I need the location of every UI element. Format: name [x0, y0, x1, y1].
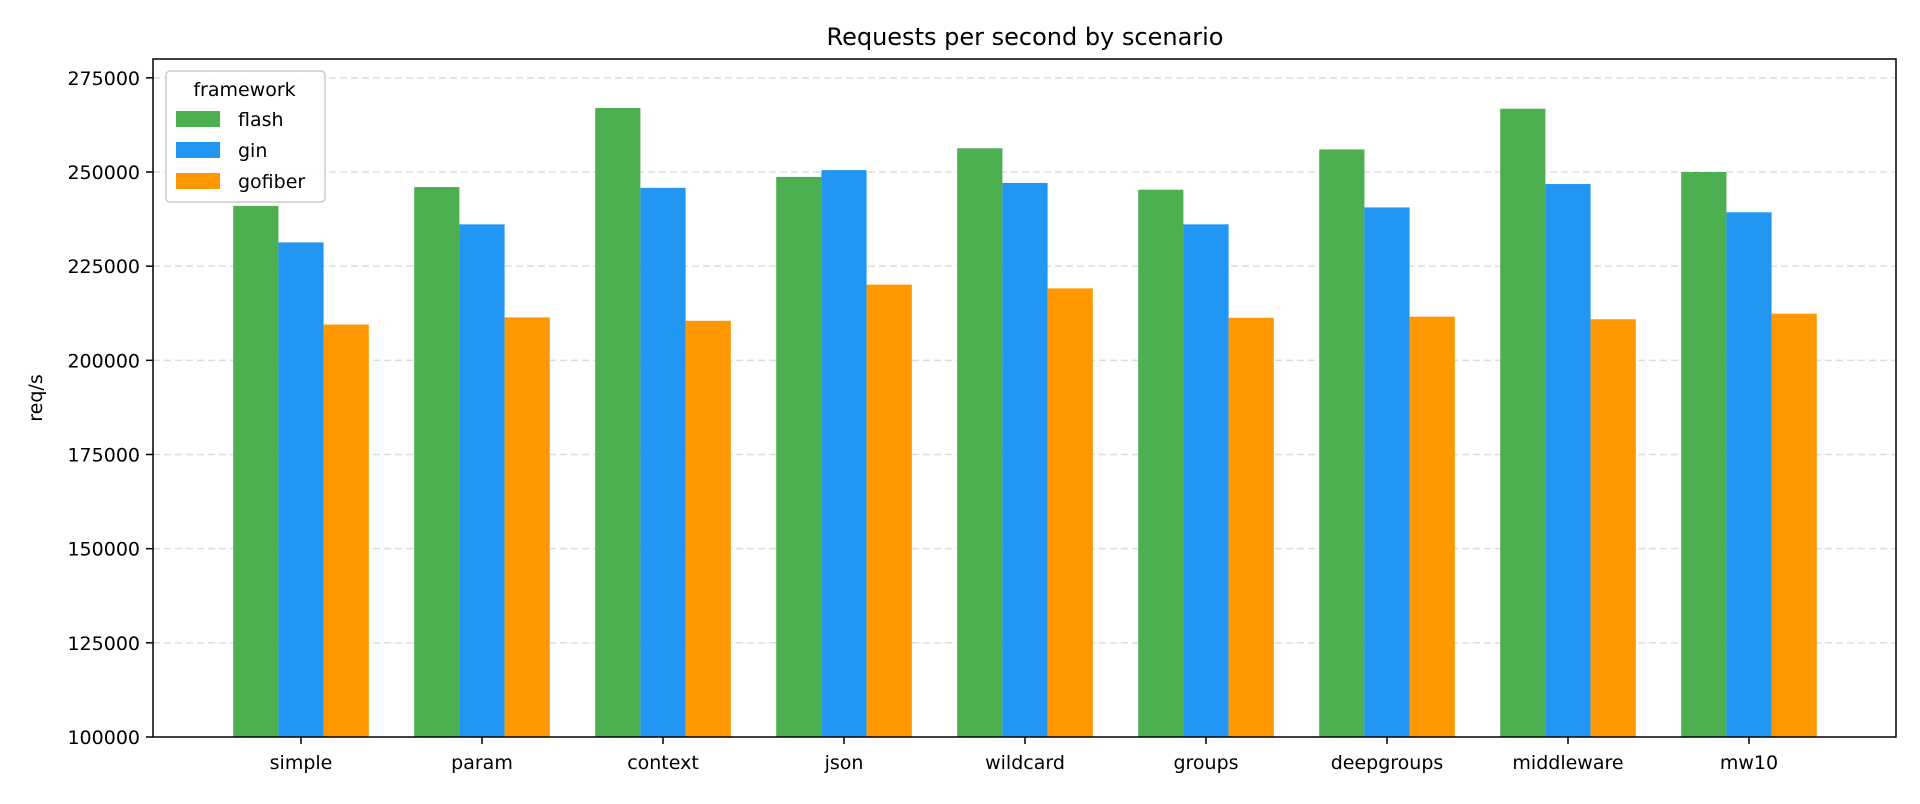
y-tick-label: 275000 [67, 68, 140, 90]
legend-swatch-flash [176, 111, 220, 127]
bar-gofiber-deepgroups [1409, 316, 1455, 737]
bar-gin-param [459, 224, 505, 737]
bar-gin-deepgroups [1364, 207, 1410, 737]
bar-flash-groups [1138, 189, 1184, 737]
y-tick-label: 150000 [67, 539, 140, 561]
y-axis: 100000 125000 150000 175000 200000 225000 2500… [67, 68, 153, 749]
bar-gofiber-json [866, 284, 912, 737]
bars-group [233, 107, 1817, 738]
x-tick-label: context [627, 752, 699, 774]
bar-flash-json [776, 176, 822, 737]
legend-label-flash: flash [238, 109, 284, 131]
legend-label-gofiber: gofiber [238, 171, 305, 193]
bar-gofiber-simple [323, 324, 369, 737]
bar-gin-mw10 [1726, 212, 1772, 737]
bar-gin-wildcard [1002, 182, 1048, 737]
y-tick-label: 125000 [67, 633, 140, 655]
bar-flash-deepgroups [1319, 149, 1365, 737]
bar-gofiber-groups [1228, 317, 1274, 737]
legend-items: flash gin gofiber [176, 109, 305, 193]
bar-gin-context [640, 187, 686, 737]
x-tick-label: deepgroups [1331, 752, 1444, 774]
bar-gin-middleware [1545, 184, 1591, 737]
legend: framework flash gin gofiber [165, 70, 326, 203]
y-tick-label: 200000 [67, 350, 140, 372]
bar-flash-param [414, 187, 460, 738]
bar-flash-wildcard [957, 148, 1003, 737]
x-tick-label: param [451, 752, 513, 774]
x-tick-label: wildcard [985, 752, 1065, 774]
legend-box [165, 70, 326, 203]
legend-label-gin: gin [238, 140, 267, 162]
x-tick-label: simple [270, 752, 333, 774]
bar-gofiber-mw10 [1771, 313, 1817, 737]
bar-gofiber-wildcard [1047, 288, 1093, 737]
bar-gofiber-param [504, 317, 550, 737]
x-axis: simple param context json wildcard groups deep… [270, 737, 1778, 774]
bar-gin-groups [1183, 224, 1229, 737]
x-tick-label: middleware [1512, 752, 1623, 774]
bar-gin-simple [278, 242, 324, 738]
legend-swatch-gofiber [176, 173, 220, 189]
legend-swatch-gin [176, 142, 220, 158]
bar-flash-simple [233, 205, 279, 737]
bar-gin-json [821, 170, 867, 737]
bar-flash-middleware [1500, 108, 1546, 738]
x-tick-label: mw10 [1720, 752, 1778, 774]
y-axis-label: req/s [25, 374, 47, 421]
y-tick-label: 225000 [67, 256, 140, 278]
y-tick-label: 100000 [67, 727, 140, 749]
y-tick-label: 175000 [67, 445, 140, 467]
y-tick-label: 250000 [67, 162, 140, 184]
bar-flash-mw10 [1681, 172, 1727, 737]
bar-gofiber-middleware [1590, 319, 1636, 737]
x-tick-label: json [824, 752, 864, 774]
legend-title: framework [193, 79, 295, 101]
bar-gofiber-context [685, 320, 731, 737]
chart-title: Requests per second by scenario [826, 23, 1223, 51]
x-tick-label: groups [1173, 752, 1238, 774]
bar-flash-context [595, 107, 641, 737]
